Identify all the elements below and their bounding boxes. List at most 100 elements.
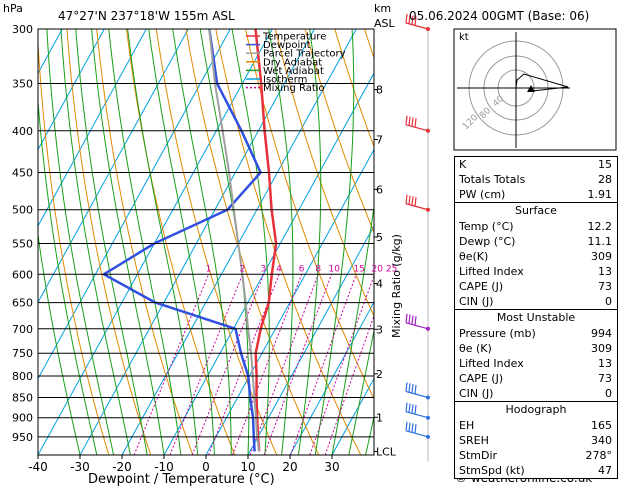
wind-barb-shaft <box>405 390 429 399</box>
km-unit: km <box>374 2 391 15</box>
datetime-label: 05.06.2024 00GMT (Base: 06) <box>409 9 589 23</box>
isotherm-line <box>331 377 374 455</box>
wind-barb-flag <box>414 316 417 326</box>
mixing-ratio-tick-label: 1 <box>206 264 212 274</box>
index-value: 1.91 <box>587 188 613 201</box>
isotherm-line <box>163 72 374 455</box>
x-axis-label: Dewpoint / Temperature (°C) <box>88 472 275 486</box>
mixing-ratio-line <box>324 314 374 455</box>
most-unstable-row: θe (K) 309 <box>455 341 617 356</box>
mixing-ratio-tick-label: 3 <box>261 264 267 274</box>
hodograph-stat-row: SREH 340 <box>455 433 617 448</box>
legend-label: Parcel Trajectory <box>263 49 346 60</box>
wind-barb-flag <box>411 404 414 414</box>
mixing-ratio-tick-label: 25 <box>386 264 397 274</box>
wind-barb-flag <box>411 117 414 127</box>
index-value: 28 <box>598 173 612 186</box>
indices-panel: K 15 Totals Totals 28 PW (cm) 1.91 Surface Te… <box>454 156 618 479</box>
mixing-ratio-line <box>232 274 303 455</box>
most-unstable-row: Lifted Index 13 <box>455 356 617 371</box>
wind-barb-flag <box>411 423 414 433</box>
surface-value: 309 <box>591 250 612 263</box>
pressure-tick-label: 500 <box>12 204 33 217</box>
mixing-ratio-tick-label: 4 <box>276 264 282 274</box>
pressure-tick-label: 600 <box>12 268 33 281</box>
wet-adiabat-line <box>46 29 115 455</box>
index-row: K 15 <box>455 157 617 172</box>
wind-barb-flag <box>408 14 411 24</box>
surface-row: CIN (J) 0 <box>455 294 617 309</box>
most-unstable-value: 13 <box>598 357 612 370</box>
pressure-tick-label: 700 <box>12 323 33 336</box>
hodograph-trace <box>515 73 569 92</box>
temperature-tick-label: 10 <box>240 460 255 474</box>
isotherm-line <box>289 301 374 455</box>
hodograph-stat-label: EH <box>459 419 475 432</box>
temperature-tick-label: -20 <box>112 460 132 474</box>
wet-adiabat-line <box>108 29 182 455</box>
mixing-ratio-tick-label: 10 <box>329 264 341 274</box>
wind-barb-flag <box>414 197 417 207</box>
location-title: 47°27'N 237°18'W 155m ASL <box>58 9 235 23</box>
legend-label: Dry Adiabat <box>263 57 322 68</box>
hodograph-stat-value: 278° <box>585 449 613 462</box>
wind-barb-flag <box>411 15 414 25</box>
wind-barb-flag <box>408 116 411 126</box>
asl-unit: ASL <box>374 17 396 30</box>
pressure-tick-label: 400 <box>12 125 33 138</box>
isotherm-line <box>38 29 189 304</box>
surface-value: 73 <box>598 280 612 293</box>
most-unstable-row: CAPE (J) 73 <box>455 371 617 386</box>
wet-adiabat-line <box>348 328 374 455</box>
pressure-tick-label: 350 <box>12 78 33 91</box>
wind-barb-shaft <box>405 430 429 438</box>
km-tick-label: 5 <box>376 231 383 244</box>
most-unstable-value: 73 <box>598 372 612 385</box>
wet-adiabat-line <box>38 95 98 455</box>
hodograph-stat-value: 340 <box>591 434 612 447</box>
hodograph-title: Hodograph <box>505 403 567 416</box>
km-tick-label: 7 <box>376 134 383 147</box>
mixing-ratio-tick-label: 20 <box>371 264 383 274</box>
hodograph-stat-value: 47 <box>598 464 612 477</box>
wind-barb <box>405 313 429 330</box>
surface-value: 11.1 <box>587 235 613 248</box>
legend-label: Mixing Ratio <box>263 83 325 94</box>
index-value: 15 <box>598 158 612 171</box>
pressure-tick-label: 850 <box>12 391 33 404</box>
temperature-tick-label: -10 <box>154 460 174 474</box>
hodograph-kt-label: kt <box>459 32 469 43</box>
mixing-ratio-tick-label: 6 <box>299 264 305 274</box>
hodograph-stat-label: StmDir <box>459 449 498 462</box>
mixing-ratio-tick-label: 2 <box>240 264 246 274</box>
wind-barb <box>405 194 429 211</box>
pressure-tick-label: 300 <box>12 23 33 36</box>
most-unstable-label: CAPE (J) <box>459 372 504 385</box>
wind-barb-shaft <box>405 411 429 419</box>
wind-barb-flag <box>414 118 417 128</box>
wind-barb-flag <box>414 16 417 26</box>
index-label: Totals Totals <box>459 173 526 186</box>
pressure-tick-label: 800 <box>12 370 33 383</box>
index-label: PW (cm) <box>459 188 506 201</box>
wind-barb-shaft <box>405 22 429 30</box>
legend-label: Wet Adiabat <box>263 66 324 77</box>
wind-barb-flag <box>408 314 411 324</box>
surface-label: θe(K) <box>459 250 489 263</box>
wind-barb-flag <box>411 196 414 206</box>
surface-value: 12.2 <box>587 220 613 233</box>
km-tick-label: 3 <box>376 323 383 336</box>
wind-barb <box>405 402 429 419</box>
mixing-ratio-tick-label: 8 <box>315 264 321 274</box>
series-parcel-trajectory <box>208 29 261 452</box>
most-unstable-title: Most Unstable <box>496 311 576 324</box>
wind-barb-flag <box>405 382 408 392</box>
temperature-tick-label: -30 <box>70 460 90 474</box>
wind-barb-shaft <box>405 124 429 132</box>
most-unstable-label: Pressure (mb) <box>459 327 536 340</box>
km-tick-label: 4 <box>376 278 383 291</box>
pressure-tick-label: 650 <box>12 297 33 310</box>
hodograph-stat-row: StmSpd (kt) 47 <box>455 463 617 478</box>
